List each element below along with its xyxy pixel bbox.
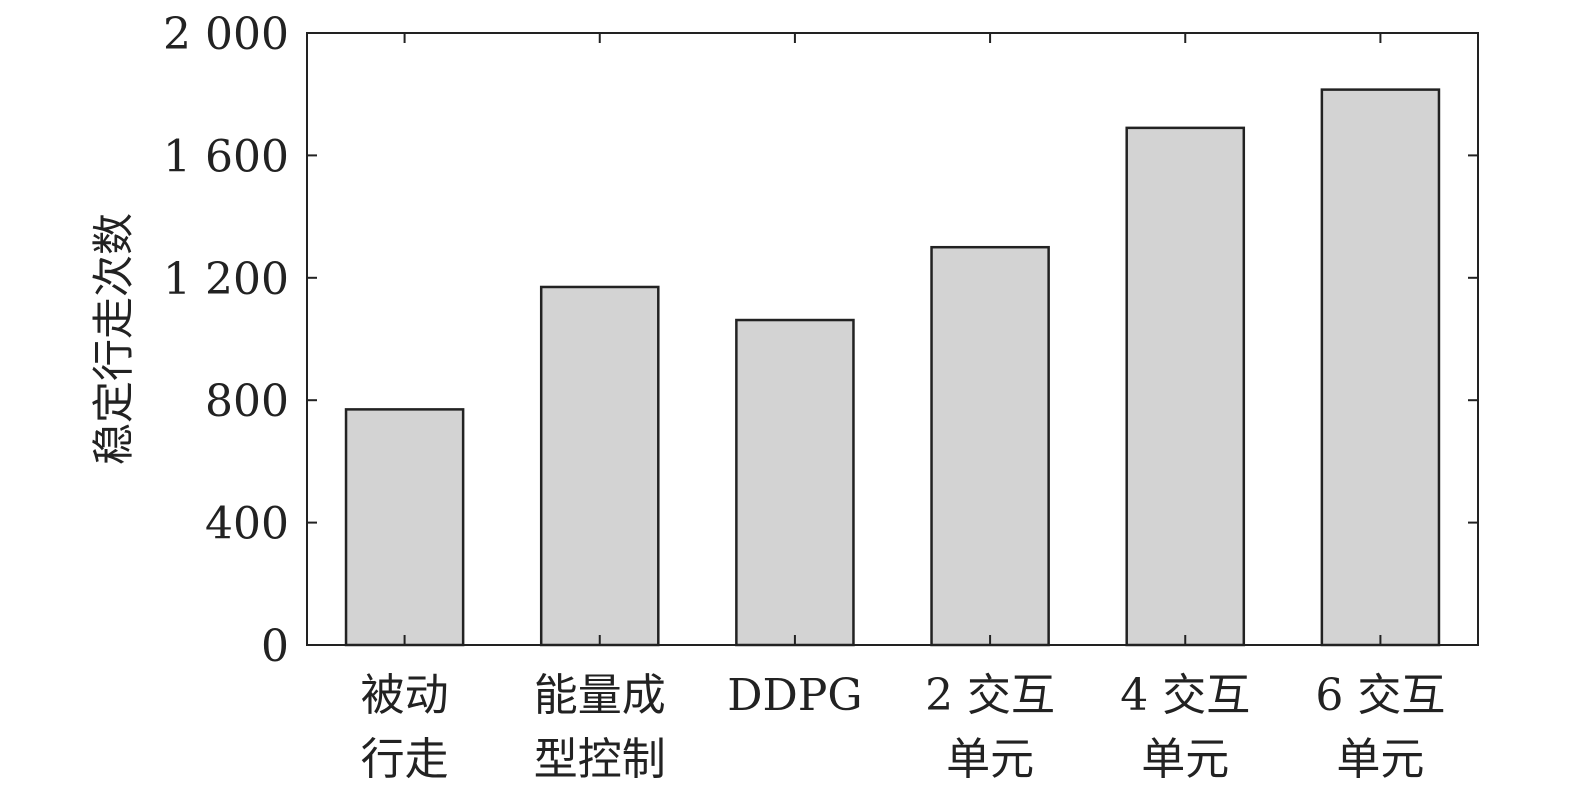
- axes-group: [306, 32, 1479, 646]
- x-tick-label-5-line-0: 6 交互: [1315, 670, 1445, 721]
- x-tick-label-5-line-1: 单元: [1336, 734, 1424, 785]
- y-tick-label-0: 0: [261, 621, 289, 672]
- bar-4: [1125, 126, 1246, 647]
- x-tick-label-0-line-1: 行走: [361, 734, 449, 785]
- bar-2: [735, 318, 855, 647]
- x-tick-label-3-line-1: 单元: [946, 734, 1034, 785]
- y-tick-label-3: 1 200: [163, 254, 289, 305]
- y-tick-label-2: 800: [205, 376, 289, 427]
- bar-3: [930, 245, 1050, 647]
- y-tick-label-4: 1 600: [163, 131, 289, 182]
- bar-0: [344, 408, 465, 647]
- bars-group: [344, 88, 1441, 647]
- x-tick-label-2-line-0: DDPG: [727, 670, 862, 721]
- x-tick-label-0-line-0: 被动: [361, 670, 449, 721]
- bar-1: [539, 285, 660, 647]
- x-tick-label-4-line-1: 单元: [1141, 734, 1229, 785]
- bar-5: [1320, 88, 1441, 647]
- y-tick-label-5: 2 000: [163, 9, 289, 60]
- y-tick-label-1: 400: [205, 499, 289, 550]
- x-tick-label-1-line-0: 能量成: [534, 670, 666, 721]
- x-tick-label-3-line-0: 2 交互: [925, 670, 1055, 721]
- x-tick-label-1-line-1: 型控制: [534, 734, 666, 785]
- x-ticks-group: [403, 33, 1382, 645]
- y-ticks-group: 0 400 800 1 200 1 600 2 000: [163, 9, 1478, 672]
- plot-frame: [306, 32, 1479, 646]
- y-axis-label: 稳定行走次数: [89, 213, 138, 465]
- x-tick-label-4-line-0: 4 交互: [1120, 670, 1250, 721]
